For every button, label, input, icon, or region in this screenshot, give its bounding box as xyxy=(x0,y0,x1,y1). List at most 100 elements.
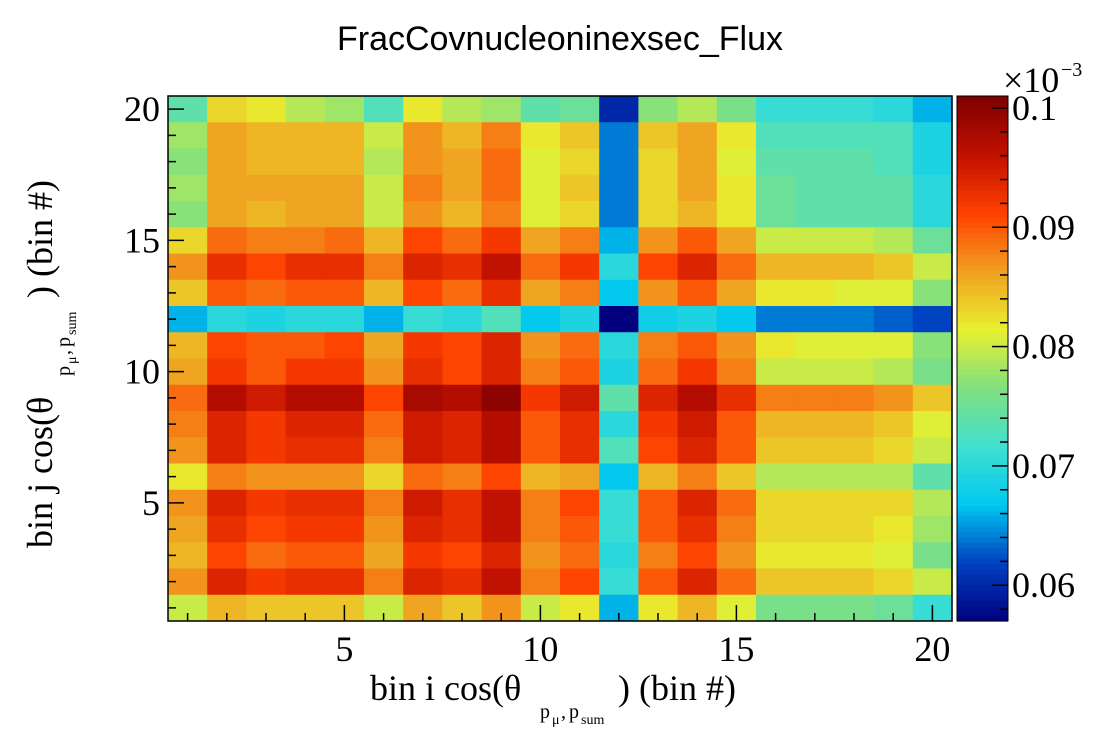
heatmap-cell xyxy=(246,279,287,307)
heatmap-cell xyxy=(520,96,561,123)
heatmap-cell xyxy=(324,489,365,517)
heatmap-cell xyxy=(599,332,639,360)
palette-swatch xyxy=(957,337,1008,344)
heatmap-cell xyxy=(481,411,522,438)
heatmap-cell xyxy=(638,201,679,228)
heatmap-cell xyxy=(638,332,679,360)
heatmap-cell xyxy=(207,332,247,360)
heatmap-cell xyxy=(207,437,247,465)
heatmap-cell xyxy=(756,332,796,360)
heatmap-cell xyxy=(520,437,561,465)
palette-swatch xyxy=(957,258,1008,265)
palette-swatch xyxy=(957,384,1008,391)
palette-swatch xyxy=(957,379,1008,386)
heatmap-cell xyxy=(520,568,561,596)
heatmap-cell xyxy=(285,306,326,333)
heatmap-cell xyxy=(638,411,679,438)
palette-swatch xyxy=(957,264,1008,270)
heatmap-cell xyxy=(207,122,247,150)
heatmap-cell xyxy=(324,253,365,281)
heatmap-cell xyxy=(324,148,365,176)
palette-swatch xyxy=(957,468,1008,475)
palette-swatch xyxy=(957,159,1008,165)
heatmap-cell xyxy=(442,96,483,123)
heatmap-cell xyxy=(207,96,247,123)
heatmap-cell xyxy=(285,253,326,281)
heatmap-cell xyxy=(795,437,835,465)
heatmap-cell xyxy=(795,306,835,333)
heatmap-cell xyxy=(560,148,600,176)
heatmap-cell xyxy=(364,253,404,281)
palette-swatch xyxy=(957,316,1008,323)
palette-swatch xyxy=(957,232,1008,239)
heatmap-cell xyxy=(873,122,914,150)
heatmap-cell xyxy=(638,122,679,150)
heatmap-cell xyxy=(403,174,443,202)
heatmap-cell xyxy=(207,516,247,543)
heatmap-cell xyxy=(638,437,679,465)
palette-swatch xyxy=(957,190,1008,197)
heatmap-cell xyxy=(795,516,835,543)
y-axis-ticks: 5 10 15 20 xyxy=(124,89,184,609)
heatmap-cell xyxy=(246,437,287,465)
palette-swatch xyxy=(957,306,1008,312)
heatmap-cell xyxy=(442,463,483,491)
x-axis-label-sub-p2: p xyxy=(569,701,579,723)
palette-swatch xyxy=(957,174,1008,181)
heatmap-cell xyxy=(677,306,718,333)
palette-swatch xyxy=(957,537,1008,543)
heatmap-cell xyxy=(285,332,326,360)
x-axis-label-sub-p: p xyxy=(540,701,550,723)
heatmap-cell xyxy=(912,122,953,150)
heatmap-cell xyxy=(560,201,600,228)
heatmap-cell xyxy=(677,542,718,570)
heatmap-cell xyxy=(324,463,365,491)
heatmap-cell xyxy=(677,122,718,150)
heatmap-cell xyxy=(560,227,600,255)
heatmap-cell xyxy=(442,437,483,465)
heatmap-cell xyxy=(638,306,679,333)
palette-swatch xyxy=(957,484,1008,491)
heatmap-cell xyxy=(481,148,522,176)
heatmap-cell xyxy=(207,148,247,176)
heatmap-cell xyxy=(364,384,404,412)
heatmap-cell xyxy=(716,253,757,281)
y-tick-label: 5 xyxy=(142,483,160,523)
heatmap-cell xyxy=(207,227,247,255)
heatmap-cell xyxy=(285,227,326,255)
palette-swatch xyxy=(957,615,1008,622)
heatmap-cell xyxy=(246,411,287,438)
heatmap-cell xyxy=(873,489,914,517)
heatmap-cell xyxy=(599,96,639,123)
heatmap-cell xyxy=(403,568,443,596)
heatmap-cell xyxy=(873,306,914,333)
heatmap-cell xyxy=(285,96,326,123)
palette-swatch xyxy=(957,416,1008,423)
heatmap-cell xyxy=(795,332,835,360)
heatmap-cell xyxy=(364,174,404,202)
y-axis-label-main: bin j cos(θ xyxy=(20,397,60,548)
heatmap-cell xyxy=(834,384,875,412)
heatmap-cell xyxy=(364,568,404,596)
heatmap-cell xyxy=(324,358,365,386)
heatmap-cell xyxy=(364,358,404,386)
heatmap-cell xyxy=(873,384,914,412)
heatmap-cell xyxy=(285,174,326,202)
heatmap-cell xyxy=(638,96,679,123)
heatmap-cell xyxy=(912,542,953,570)
palette-swatch xyxy=(957,600,1008,606)
heatmap-cell xyxy=(834,489,875,517)
heatmap-cell xyxy=(481,568,522,596)
heatmap-cell xyxy=(677,279,718,307)
heatmap-cell xyxy=(756,568,796,596)
heatmap-cell xyxy=(599,384,639,412)
heatmap-cell xyxy=(364,96,404,123)
heatmap-cell xyxy=(481,463,522,491)
heatmap-cell xyxy=(246,96,287,123)
heatmap-cell xyxy=(207,411,247,438)
heatmap-cell xyxy=(638,463,679,491)
heatmap-cell xyxy=(912,489,953,517)
heatmap-cell xyxy=(285,516,326,543)
heatmap-cell xyxy=(677,516,718,543)
heatmap-cell xyxy=(520,227,561,255)
